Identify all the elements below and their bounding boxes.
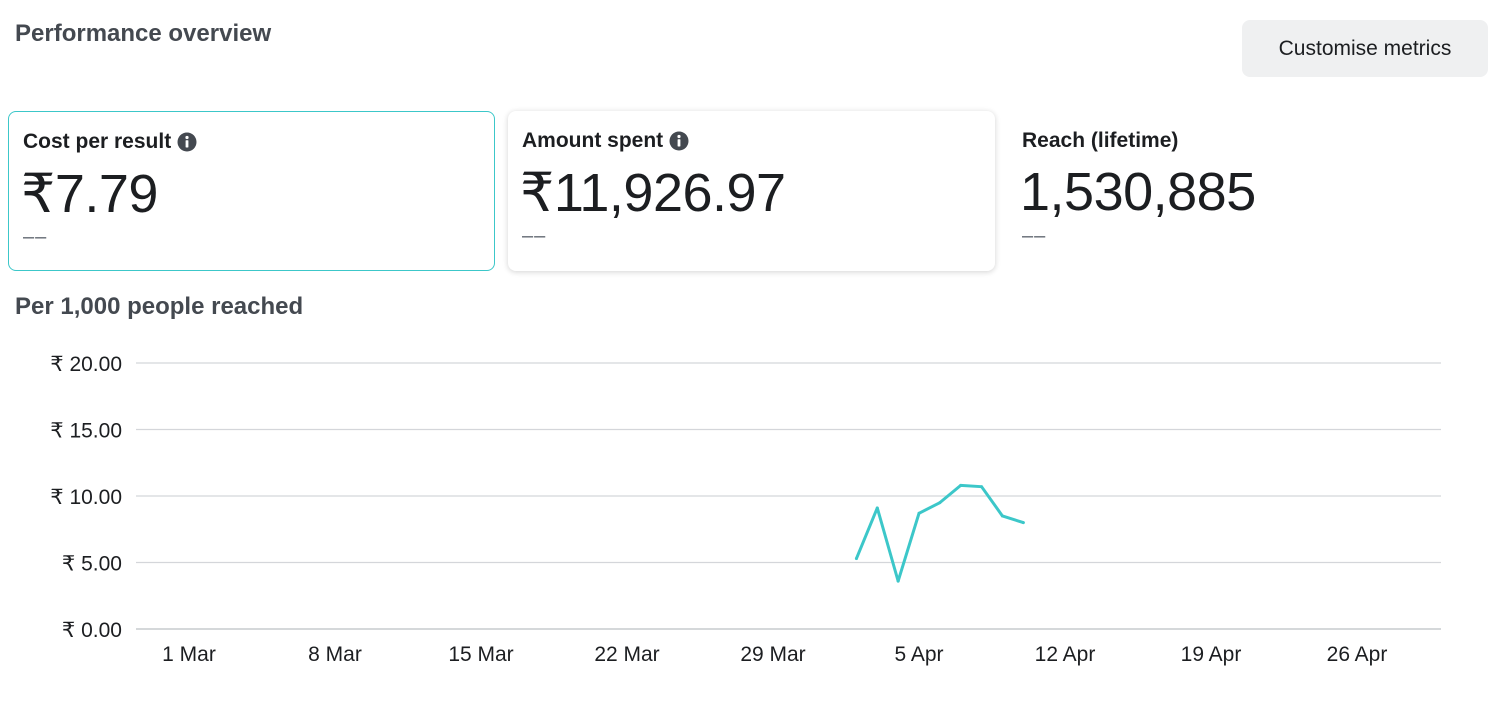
x-tick-label: 1 Mar [162,643,216,666]
data-point[interactable] [1021,521,1025,525]
data-point[interactable] [917,511,921,515]
metric-card-amount-spent[interactable]: Amount spent ₹11,926.97 –– [508,111,995,271]
metric-value: ₹7.79 [21,164,158,224]
metric-label: Cost per result [23,130,172,153]
info-icon[interactable] [669,131,689,151]
x-tick-label: 15 Mar [448,643,513,666]
metric-label-wrap: Amount spent [522,129,689,153]
chart-title: Per 1,000 people reached [15,293,304,320]
x-tick-label: 8 Mar [308,643,362,666]
data-point[interactable] [959,483,963,487]
metric-card-reach-lifetime[interactable]: Reach (lifetime) 1,530,885 –– [1008,111,1488,271]
y-tick-label: ₹ 0.00 [62,619,122,642]
line-chart: ₹ 0.00 ₹ 5.00 ₹ 10.00 ₹ 15.00 ₹ 20.00 1 Mar 8 … [50,353,1441,666]
info-icon[interactable] [177,132,197,152]
data-point[interactable] [980,485,984,489]
data-point[interactable] [938,501,942,505]
metric-label: Amount spent [522,129,664,152]
metric-value: ₹11,926.97 [520,163,786,223]
x-tick-label: 29 Mar [740,643,805,666]
series-line[interactable] [854,483,1025,583]
x-tick-label: 19 Apr [1181,643,1242,666]
customise-metrics-button[interactable]: Customise metrics [1242,20,1488,77]
data-point[interactable] [854,557,858,561]
data-point[interactable] [875,506,879,510]
y-tick-label: ₹ 15.00 [50,420,122,443]
metric-label: Reach (lifetime) [1022,129,1179,152]
metric-change: –– [23,226,48,248]
metric-value: 1,530,885 [1020,162,1256,222]
metric-change: –– [1022,225,1047,247]
data-point[interactable] [896,579,900,583]
y-tick-label: ₹ 20.00 [50,353,122,376]
x-tick-label: 26 Apr [1327,643,1388,666]
metric-card-cost-per-result[interactable]: Cost per result ₹7.79 –– [8,111,495,271]
y-tick-label: ₹ 5.00 [62,553,122,576]
page-title: Performance overview [15,20,272,47]
metric-label-wrap: Reach (lifetime) [1022,129,1178,153]
x-tick-label: 12 Apr [1035,643,1096,666]
x-tick-label: 5 Apr [894,643,943,666]
y-tick-label: ₹ 10.00 [50,486,122,509]
metric-label-wrap: Cost per result [23,130,197,154]
metric-change: –– [522,225,547,247]
x-tick-label: 22 Mar [594,643,659,666]
data-point[interactable] [1000,514,1004,518]
